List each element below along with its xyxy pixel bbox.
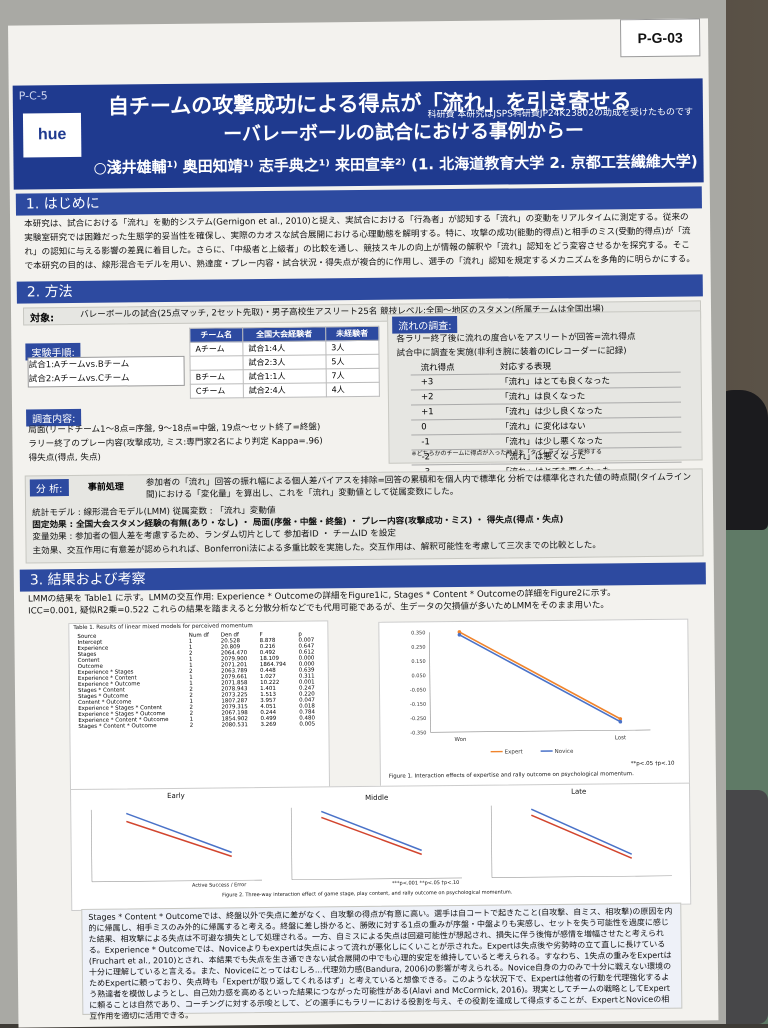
figure2-late-plot	[491, 804, 672, 878]
series-line-novice	[459, 633, 620, 723]
flow-cell: +3	[411, 374, 490, 390]
figure1-panel: 0.350 0.250 0.150 0.050 -0.050 -0.150 -0.250 -0…	[378, 619, 690, 792]
team-cell: 7人	[326, 368, 379, 383]
early-active-success-line	[126, 812, 231, 853]
y-tick-label: -0.150	[410, 702, 426, 708]
preprocess-text: 参加者の「流れ」回答の振れ幅による個人差バイアスを排除=回答の累積和を個人内で標…	[146, 472, 694, 502]
team-cell: 4人	[326, 382, 379, 397]
figure2-middle-plot	[291, 806, 462, 880]
table1-cell: 2080.531	[218, 722, 257, 728]
team-cell: 試合2:4人	[243, 383, 326, 398]
x-axis	[430, 730, 650, 732]
team-cell: Bチーム	[190, 370, 243, 385]
figure2-charts	[71, 796, 690, 902]
flow-scale-table: 流れ得点対応する表現 +3「流れ」はとても良くなった +2「流れ」は良くなった …	[411, 358, 682, 481]
team-cell: 5人	[326, 354, 379, 369]
figure2-early-plot	[91, 808, 262, 882]
results-intro: LMMの結果を Table1 に示す。LMMの交互作用: Experience …	[28, 586, 700, 617]
funding-note: 科研費 本研究はJSPS科研費JP24K23802の助成を受けたものです	[427, 104, 693, 120]
table1-cell: 0.005	[295, 721, 322, 727]
early-error-line	[126, 820, 231, 857]
y-axis	[429, 632, 430, 732]
poster-header: P-C-5 hue 自チームの攻撃成功による得点が「流れ」を引き寄せる ーバレー…	[13, 78, 704, 189]
y-tick-label: 0.350	[411, 630, 425, 636]
survey-line: 得失点(得点, 失点)	[28, 448, 378, 466]
figure2-significance: ***p<.001 **p<.05 †p<.10	[392, 880, 459, 888]
preprocess-label: 事前処理	[88, 479, 124, 492]
table1-cell: Stages * Content * Outcome	[74, 723, 185, 730]
figure1-significance: **p<.05 †p<.10	[631, 760, 675, 768]
flow-desc: 各ラリー終了後に流れの度合いをアスリートが回答=流れ得点 試合中に調査を実施(非…	[396, 329, 696, 360]
team-cell: Cチーム	[190, 384, 243, 399]
flow-label: 流れの調査:	[392, 316, 458, 334]
y-tick-label: 0.150	[411, 659, 425, 665]
y-tick-label: -0.350	[410, 730, 426, 736]
team-cell: 3人	[326, 340, 379, 355]
legend-label: Expert	[505, 749, 524, 755]
y-tick-label: -0.250	[410, 716, 426, 722]
team-cell: 試合1:1人	[243, 369, 326, 384]
survey-lines: 局面(リードチーム1〜8点=序盤, 9〜18点=中盤, 19点〜セット終了=終盤…	[28, 420, 378, 466]
subjects-label: 対象:	[30, 309, 54, 324]
team-cell: 試合2:3人	[243, 355, 326, 370]
discussion-box: Stages * Content * Outcomeでは、終盤以外で失点に差がな…	[81, 903, 682, 1015]
team-cell: 試合1:4人	[243, 341, 326, 356]
flow-header: 流れ得点	[411, 360, 490, 375]
late-active-success-line	[531, 808, 631, 855]
flow-cell: +2	[411, 389, 490, 405]
middle-active-success-line	[321, 810, 421, 851]
team-header: 全国大会経験者	[243, 327, 326, 342]
poster-subtitle: ーバレーボールの試合における事例からー	[223, 116, 584, 147]
session-id: P-C-5	[19, 89, 48, 102]
flow-cell: 0	[411, 419, 490, 435]
table1-cell: 2	[186, 723, 218, 729]
x-tick-label: Lost	[615, 735, 627, 741]
flow-cell: -1	[411, 434, 490, 450]
series-line-expert	[459, 630, 620, 720]
figure1-chart: 0.350 0.250 0.150 0.050 -0.050 -0.150 -0.250 -0…	[379, 620, 689, 773]
table1-panel: Table 1. Results of linear mixed models …	[68, 620, 330, 793]
intro-text: 本研究は、試合における「流れ」を動的システム(Gernigon et al., …	[24, 210, 697, 273]
table1-cell: 3.269	[256, 722, 295, 728]
team-header: チーム名	[190, 328, 243, 343]
legend-label: Novice	[555, 749, 574, 755]
figure1-caption: Figure 1. Interaction effects of experti…	[389, 770, 634, 781]
y-tick-label: -0.050	[410, 687, 426, 693]
y-tick-label: 0.050	[411, 673, 425, 679]
section-method-heading: 2. 方法	[17, 274, 703, 303]
procedure-list: 試合1:Aチームvs.Bチーム 試合2:Aチームvs.Cチーム	[27, 356, 184, 388]
legend-active-success: Active Success	[192, 882, 229, 888]
team-header: 未経験者	[325, 326, 378, 341]
late-error-line	[531, 814, 631, 859]
flow-cell: +1	[411, 404, 490, 420]
flow-survey-box: 流れの調査: 各ラリー終了後に流れの度合いをアスリートが回答=流れ得点 試合中に…	[387, 310, 703, 463]
board-number-tag: P-G-03	[620, 18, 700, 57]
discussion-text: Stages * Content * Outcomeでは、終盤以外で失点に差がな…	[88, 906, 675, 1022]
figure2-panel: Early Middle Late Act	[70, 783, 691, 911]
team-cell	[190, 356, 243, 371]
legend-error: Error	[234, 882, 246, 888]
y-tick-label: 0.250	[411, 645, 425, 651]
procedure-item: 試合2:Aチームvs.Cチーム	[29, 371, 184, 387]
analysis-box: 分 析: 事前処理 参加者の「流れ」回答の振れ幅による個人差バイアスを排除=回答…	[25, 468, 704, 563]
middle-error-line	[321, 816, 421, 855]
team-cell: Aチーム	[190, 342, 243, 357]
figure2-legend: Active Success / Error	[192, 882, 246, 890]
poster: P-G-03 P-C-5 hue 自チームの攻撃成功による得点が「流れ」を引き寄…	[8, 18, 718, 1027]
table1-title: Table 1. Results of linear mixed models …	[73, 622, 252, 632]
poster-authors: ○淺井雄輔¹⁾ 奥田知靖¹⁾ 志手典之¹⁾ 来田宣幸²⁾ (1. 北海道教育大学…	[93, 150, 697, 177]
university-logo: hue	[23, 113, 81, 158]
analysis-label: 分 析:	[30, 479, 69, 496]
x-tick-label: Won	[455, 737, 468, 743]
